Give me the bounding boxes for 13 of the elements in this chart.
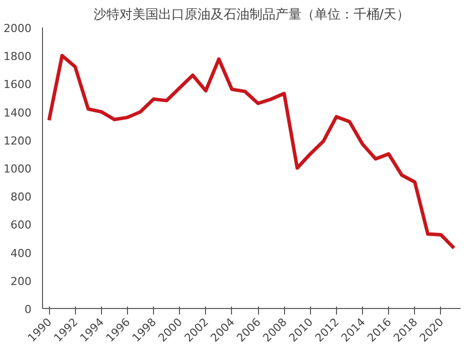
line-series bbox=[47, 54, 456, 250]
y-tick-label: 200 bbox=[10, 274, 32, 288]
y-tick-label: 800 bbox=[10, 190, 32, 204]
chart-title: 沙特对美国出口原油及石油制品产量（单位：千桶/天） bbox=[93, 6, 410, 22]
y-tick-label: 1800 bbox=[4, 50, 32, 64]
y-tick-label: 400 bbox=[10, 246, 32, 260]
y-tick-label: 0 bbox=[24, 303, 32, 316]
y-tick-label: 1600 bbox=[4, 78, 32, 92]
y-tick-label: 1400 bbox=[4, 106, 32, 120]
y-tick-label: 1200 bbox=[4, 134, 32, 148]
y-tick-label: 600 bbox=[10, 218, 32, 232]
y-tick-label: 2000 bbox=[4, 22, 32, 35]
y-tick-label: 1000 bbox=[4, 162, 32, 176]
